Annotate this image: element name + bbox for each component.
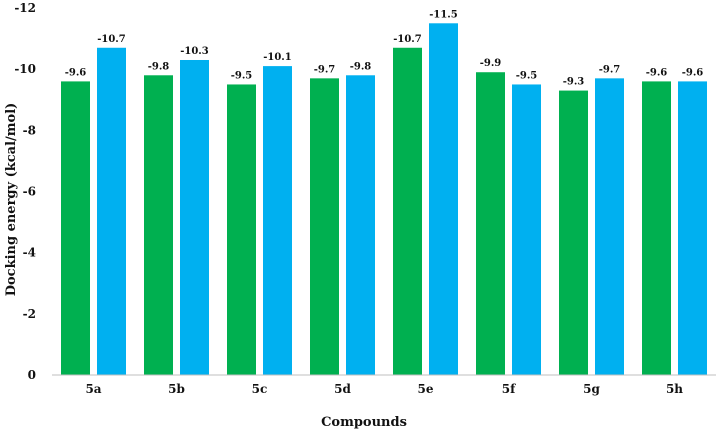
data-label: -10.7 [97,34,126,45]
x-category-label: 5e [418,382,434,396]
bar-series-1-5a [61,81,90,376]
x-category-label: 5g [583,382,600,396]
x-category-label: 5c [252,382,268,396]
data-label: -9.5 [516,70,538,81]
bar-series-2-5h [678,81,707,376]
data-label: -9.3 [563,77,585,88]
x-category-labels: 5a 5b 5c 5d 5e 5f 5g 5h [85,382,683,396]
data-label: -10.3 [180,46,209,57]
y-tick-label: -8 [23,123,36,137]
x-category-label: 5d [334,382,351,396]
bar-series-1-5f [476,72,505,375]
bar-series-2-5c [263,66,292,375]
x-category-label: 5h [666,382,683,396]
bar-series-2-5f [512,84,541,375]
bar-series-2-5g [595,78,624,375]
bar-series-2-5e [429,23,458,376]
bar-series-1-5h [642,81,671,376]
y-tick-label: -4 [23,246,36,260]
bar-series-2-5a [97,47,126,376]
x-category-label: 5b [168,382,185,396]
x-category-label: 5a [85,382,101,396]
bar-series-1-5g [559,90,588,375]
data-label: -9.9 [480,58,502,69]
data-label: -9.6 [646,67,668,78]
data-label: -9.8 [148,61,170,72]
y-tick-label: -12 [14,1,36,15]
y-tick-label: -6 [23,185,36,199]
y-tick-labels: 0 -2 -4 -6 -8 -10 -12 [14,1,36,382]
x-axis-title: Compounds [321,415,407,430]
data-label: -9.8 [350,61,372,72]
y-tick-label: -10 [14,62,36,76]
data-label: -9.5 [231,70,253,81]
data-label: -11.5 [429,9,458,20]
data-label: -9.6 [65,67,87,78]
data-label: -10.1 [263,52,292,63]
x-category-label: 5f [502,382,516,396]
data-labels: -9.6 -10.7 -9.8 -10.3 -9.5 -10.1 -9.7 -9.8 -10.7… [65,9,704,87]
bars-layer [61,23,707,376]
data-label: -10.7 [393,34,422,45]
bar-series-1-5b [144,75,173,376]
bar-series-1-5e [393,47,422,376]
data-label: -9.6 [682,67,704,78]
data-label: -9.7 [314,64,336,75]
bar-series-2-5b [180,59,209,375]
bar-series-1-5c [227,84,256,375]
bar-series-2-5d [346,75,375,376]
data-label: -9.7 [599,64,621,75]
y-tick-label: 0 [28,368,36,382]
y-tick-label: -2 [23,307,36,321]
bar-series-1-5d [310,78,339,375]
y-axis-title: Docking energy (kcal/mol) [4,103,19,297]
